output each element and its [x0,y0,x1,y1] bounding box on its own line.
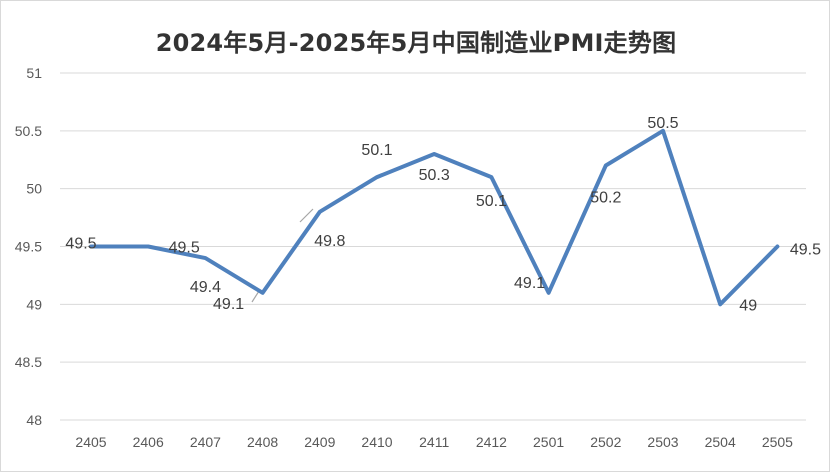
data-label: 49.4 [190,279,221,296]
y-tick-label: 50 [26,181,42,197]
x-tick-label: 2503 [647,434,678,450]
data-label: 50.3 [419,167,450,184]
x-tick-label: 2501 [533,434,564,450]
y-tick-label: 49.5 [15,239,42,255]
y-tick-label: 48 [26,412,42,428]
data-label: 49.1 [213,296,244,313]
data-label: 49.5 [65,236,96,253]
data-label: 49.8 [314,233,345,250]
x-axis-ticks: 2405 2406 2407 2408 2409 2410 2411 2412 2501 2502… [75,434,793,450]
series-line [89,128,780,307]
data-label: 50.2 [590,190,621,207]
data-label: 49.5 [169,240,200,257]
x-tick-label: 2410 [361,434,392,450]
x-tick-label: 2505 [762,434,793,450]
y-tick-label: 49 [26,296,42,312]
data-label: 49 [739,297,757,314]
data-label: 49.5 [790,242,821,259]
y-tick-label: 50.5 [15,123,42,139]
x-tick-label: 2409 [304,434,335,450]
data-label: 50.1 [361,142,392,159]
y-axis-ticks: 48 48.5 49 49.5 50 50.5 51 [15,65,42,428]
data-labels: 49.5 49.549.449.149.850.150.350.149.150.2… [65,115,821,315]
data-label: 49.1 [514,275,545,292]
x-tick-label: 2411 [419,434,449,450]
x-tick-label: 2502 [590,434,621,450]
x-tick-label: 2504 [705,434,736,450]
data-label: 50.5 [647,115,678,132]
label-leader-line [251,290,260,303]
y-tick-label: 51 [26,65,42,81]
data-label: 50.1 [476,193,507,210]
x-tick-label: 2407 [190,434,221,450]
y-tick-label: 48.5 [15,354,42,370]
gridlines [60,72,806,421]
chart-title: 2024年5月-2025年5月中国制造业PMI走势图 [155,29,677,57]
x-tick-label: 2412 [476,434,507,450]
label-leader-lines [251,208,314,303]
label-leader-line [299,208,314,223]
series-line-layer [89,128,780,307]
x-tick-label: 2405 [75,434,106,450]
x-tick-label: 2408 [247,434,278,450]
x-tick-label: 2406 [133,434,164,450]
